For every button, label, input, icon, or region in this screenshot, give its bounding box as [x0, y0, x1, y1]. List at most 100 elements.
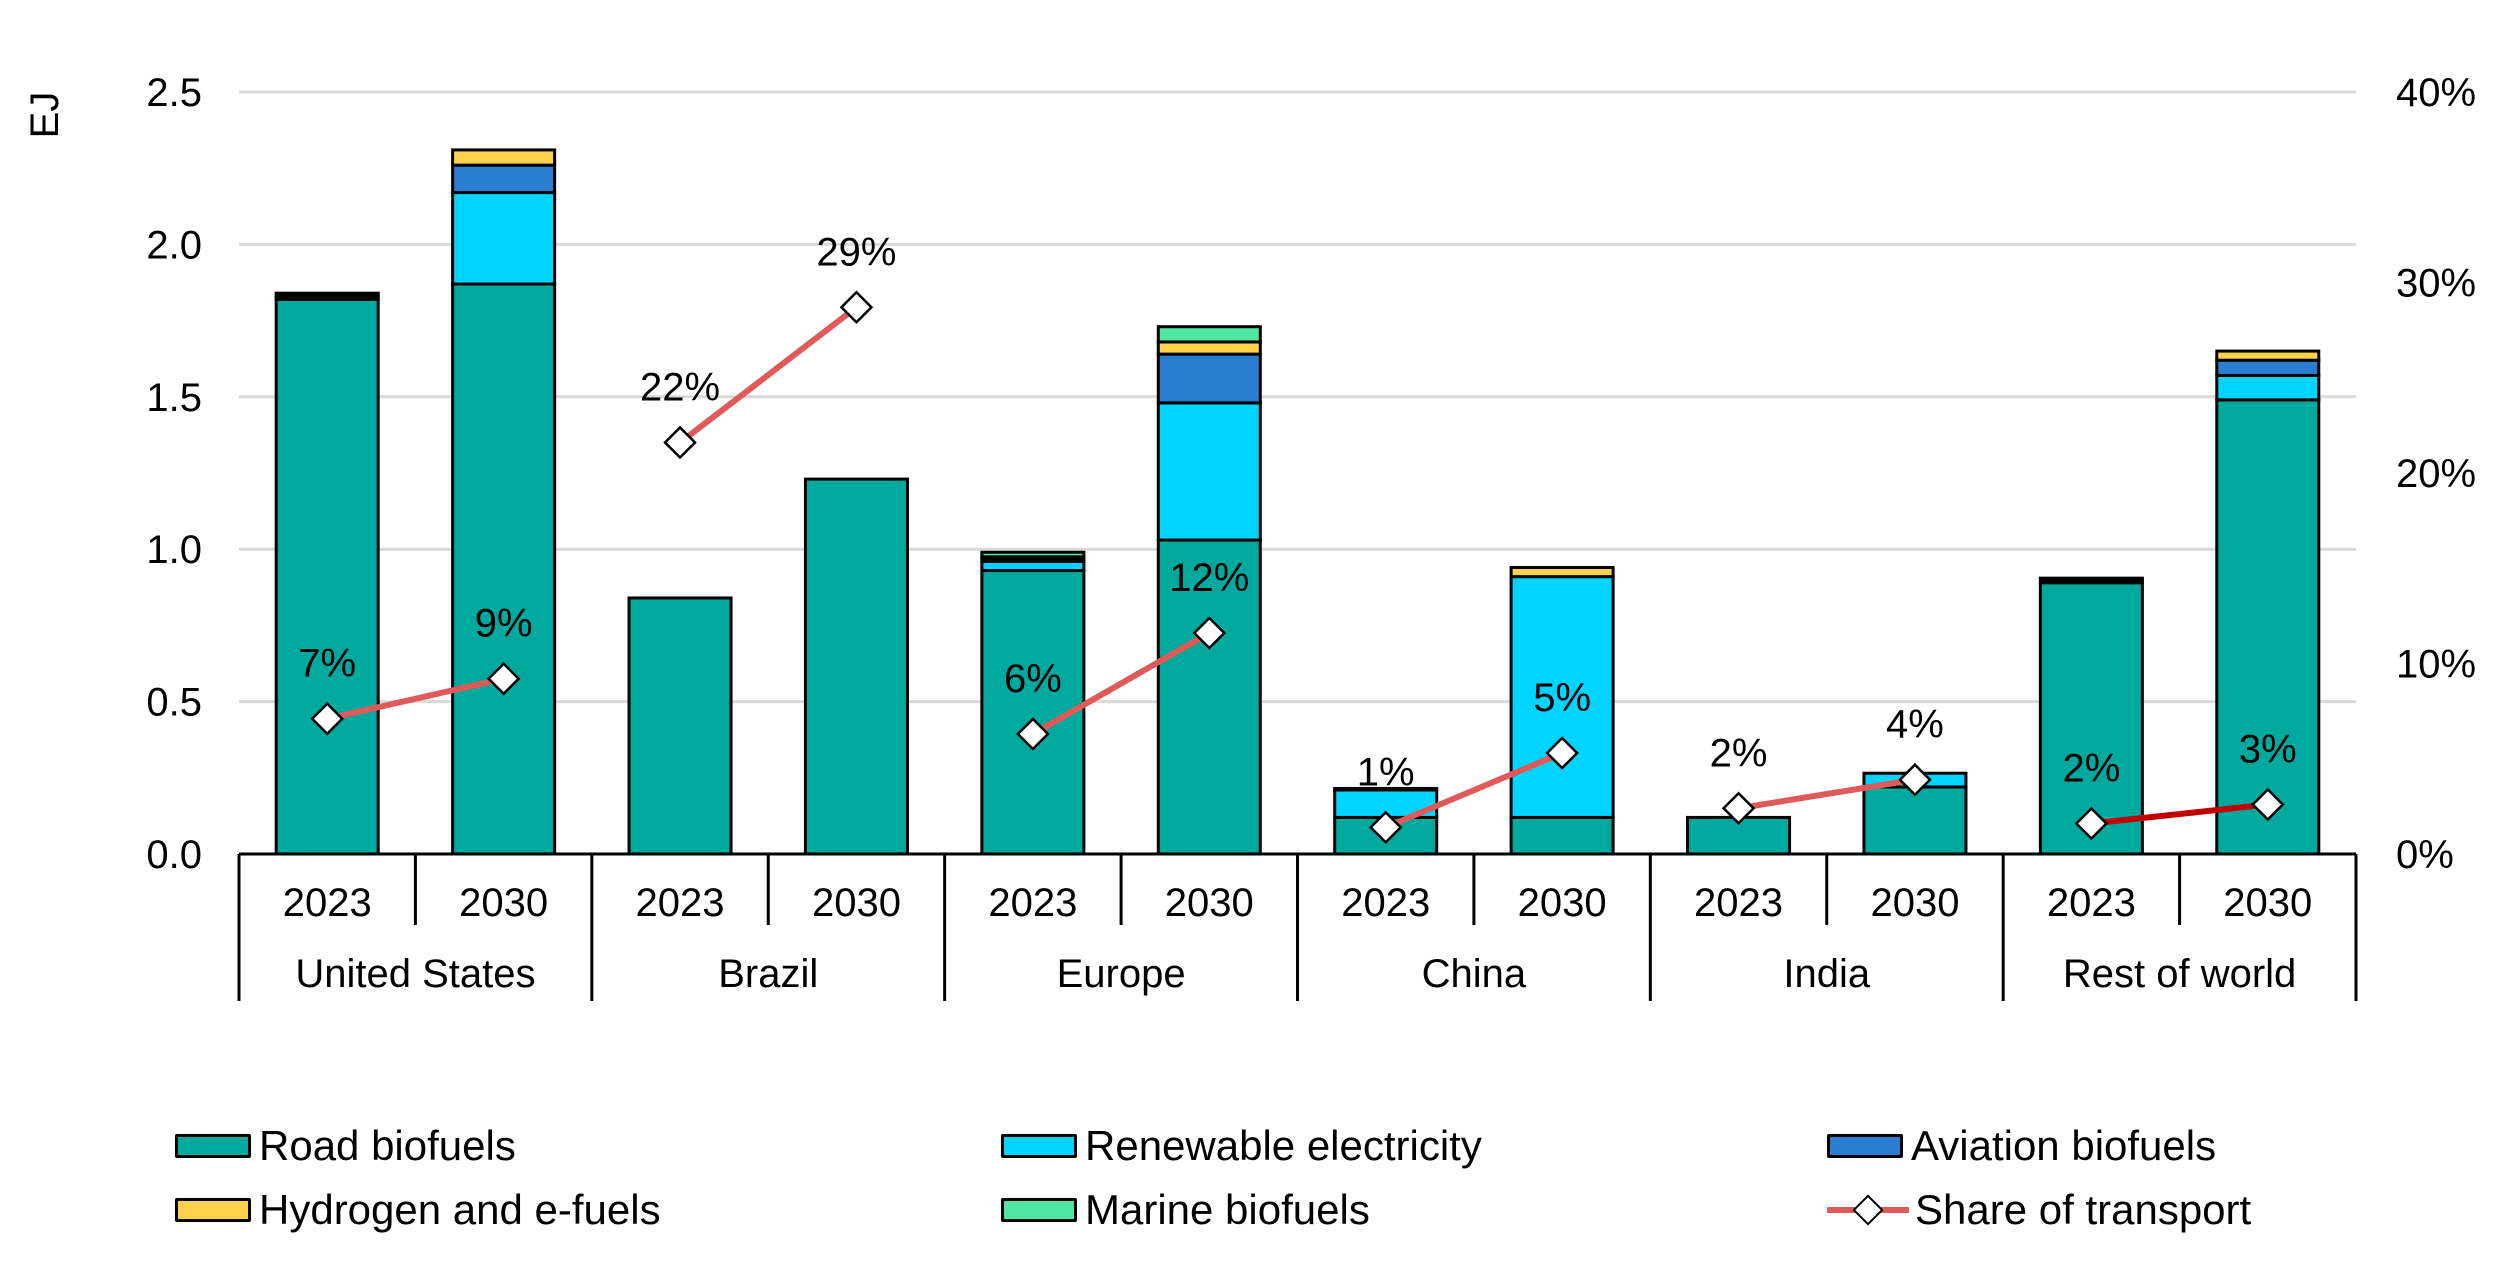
bar-segment-hydrogen-and-e-fuels	[2215, 349, 2321, 362]
bar-segment-road-biofuels	[2215, 398, 2321, 856]
bar-segment-renewable-electricity	[1156, 401, 1262, 542]
share-line-segment	[1031, 630, 1211, 737]
share-data-label: 4%	[1886, 703, 1944, 747]
share-marker-diamond	[1721, 791, 1756, 826]
share-marker-diamond	[2074, 806, 2109, 841]
legend-swatch-marine-biofuels	[1001, 1198, 1077, 1222]
group-label: India	[1783, 952, 1870, 996]
share-data-label: 7%	[298, 642, 356, 686]
legend-label: Renewable electricity	[1085, 1122, 1482, 1169]
year-label: 2030	[1165, 881, 1254, 925]
bar-segment-hydrogen-and-e-fuels	[1509, 565, 1615, 579]
legend-item-marine-biofuels: Marine biofuels	[1001, 1184, 1370, 1236]
share-line: 7% 9% 22% 29% 6% 12% 1% 5% 2% 4% 2% 3%	[298, 230, 2297, 845]
share-data-label: 2%	[2062, 747, 2120, 791]
year-label: 2030	[812, 881, 901, 925]
year-label: 2030	[459, 881, 548, 925]
share-marker-diamond	[1545, 736, 1579, 770]
share-marker-diamond	[663, 425, 697, 460]
y2-tick-label: 30%	[2396, 262, 2476, 306]
bar-segment-hydrogen-and-e-fuels	[451, 148, 557, 167]
bar-segment-marine-biofuels	[1156, 325, 1262, 344]
bar-stack	[980, 550, 1086, 856]
share-line-segment	[2091, 801, 2269, 827]
share-marker-diamond	[486, 661, 521, 696]
y2-tick-label: 10%	[2396, 643, 2476, 687]
bar-segment-renewable-electricity	[1509, 575, 1615, 819]
y-axis-right: 0% 10% 20% 30% 40%	[2396, 71, 2476, 877]
share-data-label: 1%	[1357, 750, 1415, 794]
share-data-label: 22%	[640, 366, 720, 410]
legend-label: Hydrogen and e-fuels	[259, 1186, 661, 1233]
share-data-label: 29%	[816, 230, 896, 274]
legend-swatch-renewable-electricity	[1001, 1134, 1077, 1158]
y2-tick-label: 20%	[2396, 452, 2476, 496]
bar-segment-marine-biofuels	[980, 550, 1086, 559]
year-label: 2030	[1518, 881, 1607, 925]
year-label: 2023	[636, 881, 725, 925]
bar-stack	[803, 477, 909, 856]
bar-segment-aviation-biofuels	[451, 163, 557, 195]
y-tick-label: 2.0	[146, 223, 202, 267]
bar-stack	[627, 596, 733, 856]
group-label: China	[1422, 952, 1527, 996]
bar-segment-aviation-biofuels	[1156, 352, 1262, 405]
legend-item-share-of-transport: Share of transport	[1827, 1184, 2251, 1236]
legend-item-aviation-biofuels: Aviation biofuels	[1827, 1120, 2216, 1172]
bar-segment-renewable-electricity	[451, 191, 557, 286]
group-label: United States	[295, 952, 535, 996]
share-marker-diamond	[839, 290, 874, 325]
year-label: 2023	[283, 881, 372, 925]
year-label: 2023	[2047, 881, 2136, 925]
share-data-label: 3%	[2239, 727, 2297, 771]
bar-segment-road-biofuels	[1509, 815, 1615, 856]
bar-segment-renewable-electricity	[2215, 373, 2321, 402]
share-line-segment	[326, 675, 505, 722]
share-line-segment	[678, 304, 859, 445]
legend-label: Marine biofuels	[1085, 1186, 1370, 1233]
year-label: 2030	[2223, 881, 2312, 925]
legend-label: Aviation biofuels	[1911, 1122, 2217, 1169]
share-marker-diamond	[1016, 717, 1050, 751]
legend-label: Share of transport	[1915, 1186, 2252, 1233]
y2-tick-label: 0%	[2396, 833, 2454, 877]
share-data-label: 6%	[1004, 657, 1062, 701]
chart: EJ 0.0 0.5 1.0 1.5 2.0 2.5 0% 10% 20% 30% 40% Uni…	[23, 71, 2476, 1001]
share-line-segment	[1384, 750, 1564, 831]
y-axis-left: 0.0 0.5 1.0 1.5 2.0 2.5	[146, 71, 202, 877]
share-marker-diamond	[1192, 616, 1227, 650]
share-line-segment	[1738, 776, 1916, 812]
group-label: Brazil	[718, 952, 818, 996]
group-label: Europe	[1057, 952, 1186, 996]
bar-segment-road-biofuels	[803, 477, 909, 856]
bar-stack	[1509, 565, 1615, 856]
share-marker-diamond	[1368, 810, 1403, 845]
y-tick-label: 2.5	[146, 71, 202, 115]
share-marker-diamond	[310, 701, 344, 736]
year-label: 2023	[988, 881, 1077, 925]
share-marker-diamond	[1898, 762, 1932, 797]
gridlines	[239, 90, 2356, 704]
legend-item-hydrogen-e-fuels: Hydrogen and e-fuels	[175, 1184, 661, 1236]
bar-stack	[1156, 325, 1262, 856]
legend-item-road-biofuels: Road biofuels	[175, 1120, 516, 1172]
group-label: Rest of world	[2063, 952, 2296, 996]
x-axis: United States 2023 2030 Brazil 2023 2030 Europ…	[237, 852, 2358, 1001]
legend-line-diamond-icon	[1827, 1194, 1909, 1226]
y-tick-label: 0.0	[146, 833, 202, 877]
year-label: 2023	[1694, 881, 1783, 925]
year-label: 2030	[1870, 881, 1959, 925]
y2-tick-label: 40%	[2396, 71, 2476, 115]
bar-segment-aviation-biofuels	[1333, 786, 1439, 792]
bar-segment-road-biofuels	[1862, 785, 1968, 856]
legend-item-renewable-electricity: Renewable electricity	[1001, 1120, 1482, 1172]
share-data-label: 9%	[475, 602, 533, 646]
bar-stack	[2215, 349, 2321, 856]
bars	[274, 148, 2321, 856]
bar-segment-hydrogen-and-e-fuels	[1156, 340, 1262, 356]
share-data-label: 5%	[1533, 676, 1591, 720]
bar-segment-road-biofuels	[451, 282, 557, 856]
share-data-label: 12%	[1169, 556, 1249, 600]
legend: Road biofuels Renewable electricity Avia…	[0, 1120, 2500, 1250]
legend-swatch-hydrogen-e-fuels	[175, 1198, 251, 1222]
